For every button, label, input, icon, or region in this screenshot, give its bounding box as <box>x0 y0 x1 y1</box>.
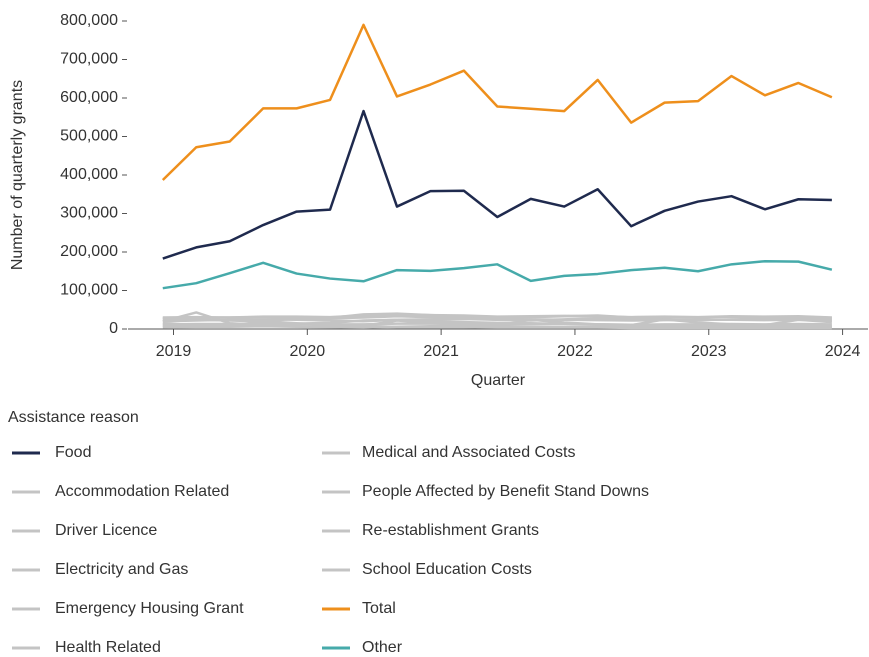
series-line <box>162 311 832 330</box>
y-tick-label: 400,000 <box>60 166 118 183</box>
legend-title: Assistance reason <box>8 409 139 426</box>
legend-label: School Education Costs <box>362 561 532 578</box>
series-line <box>162 109 832 260</box>
y-tick-label: 300,000 <box>60 205 118 222</box>
legend-label: Emergency Housing Grant <box>55 600 244 617</box>
series-line <box>162 259 833 290</box>
legend-label: Food <box>55 444 91 461</box>
x-tick-label: 2020 <box>290 343 326 360</box>
series-line <box>162 318 832 328</box>
y-tick-label: 0 <box>109 320 118 337</box>
legend-label: Medical and Associated Costs <box>362 444 575 461</box>
x-tick-label: 2023 <box>691 343 727 360</box>
y-tick-label: 100,000 <box>60 282 118 299</box>
legend-label: Total <box>362 600 396 617</box>
y-tick-label: 600,000 <box>60 89 118 106</box>
x-axis-label: Quarter <box>471 372 526 389</box>
legend-label: Electricity and Gas <box>55 561 188 578</box>
series-line <box>162 317 832 323</box>
legend-label: Other <box>362 639 403 656</box>
y-tick-label: 500,000 <box>60 128 118 145</box>
y-tick-label: 200,000 <box>60 243 118 260</box>
x-tick-label: 2024 <box>825 343 861 360</box>
y-tick-label: 800,000 <box>60 12 118 29</box>
x-tick-label: 2021 <box>423 343 459 360</box>
y-tick-label: 700,000 <box>60 51 118 68</box>
series-line <box>161 23 833 181</box>
legend-label: People Affected by Benefit Stand Downs <box>362 483 649 500</box>
legend-label: Accommodation Related <box>55 483 229 500</box>
x-tick-label: 2022 <box>557 343 593 360</box>
legend-label: Driver Licence <box>55 522 157 539</box>
legend-label: Health Related <box>55 639 161 656</box>
y-axis-label: Number of quarterly grants <box>9 80 26 270</box>
x-tick-label: 2019 <box>156 343 192 360</box>
legend-label: Re-establishment Grants <box>362 522 539 539</box>
series-line <box>162 313 832 319</box>
